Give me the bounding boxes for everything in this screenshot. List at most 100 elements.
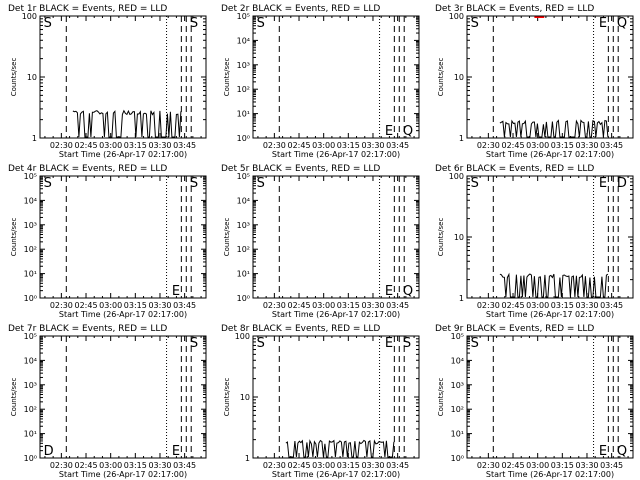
y-tick-label: 10⁴: [24, 196, 37, 205]
y-tick-label: 10⁰: [451, 454, 464, 463]
x-tick-label: 03:45: [386, 141, 409, 150]
y-tick-label: 10²: [237, 245, 250, 254]
plot-frame: [39, 15, 207, 139]
y-tick-label: 10⁵: [24, 332, 37, 341]
chart-panel: Det 3r BLACK = Events, RED = LLD Counts/s…: [435, 4, 634, 159]
plot-frame: [466, 15, 634, 139]
x-tick-label: 03:15: [124, 141, 147, 150]
x-tick-label: 03:00: [99, 301, 122, 310]
segment-marker: Q: [617, 16, 627, 31]
x-tick-label: 03:00: [99, 141, 122, 150]
x-axis-label: Start Time (26-Apr-17 02:17:00): [272, 150, 400, 159]
plot-frame: [466, 175, 634, 299]
segment-marker: Q: [403, 284, 413, 299]
segment-marker: S: [44, 16, 52, 31]
y-tick-label: 10³: [237, 221, 250, 230]
segment-marker: S: [190, 16, 198, 31]
x-tick-label: 03:00: [312, 461, 335, 470]
x-tick-label: 02:30: [263, 301, 286, 310]
x-tick-label: 03:00: [99, 461, 122, 470]
x-axis-label: Start Time (26-Apr-17 02:17:00): [59, 470, 187, 479]
y-axis-label: Counts/sec: [437, 58, 445, 97]
x-tick-label: 02:30: [477, 301, 500, 310]
x-tick-label: 02:45: [501, 301, 524, 310]
x-tick-label: 03:15: [337, 301, 360, 310]
y-tick-label: 10⁵: [24, 172, 37, 181]
x-tick-label: 03:00: [312, 141, 335, 150]
segment-marker: S: [190, 176, 198, 191]
x-tick-label: 03:15: [124, 301, 147, 310]
chart-panel: Det 8r BLACK = Events, RED = LLD Counts/s…: [221, 324, 420, 479]
y-tick-label: 10: [27, 73, 37, 82]
x-axis-label: Start Time (26-Apr-17 02:17:00): [272, 470, 400, 479]
x-tick-label: 03:45: [600, 141, 623, 150]
x-tick-label: 03:00: [312, 301, 335, 310]
segment-marker: S: [471, 16, 479, 31]
x-tick-label: 03:15: [551, 301, 574, 310]
x-axis-label: Start Time (26-Apr-17 02:17:00): [486, 150, 614, 159]
segment-marker: S: [403, 336, 411, 351]
plot-frame: [466, 335, 634, 459]
x-tick-label: 02:45: [74, 461, 97, 470]
segment-marker: S: [257, 176, 265, 191]
x-tick-label: 02:30: [263, 461, 286, 470]
x-tick-label: 03:45: [600, 461, 623, 470]
segment-marker: E: [599, 176, 607, 191]
x-axis-label: Start Time (26-Apr-17 02:17:00): [272, 310, 400, 319]
chart-panel: Det 4r BLACK = Events, RED = LLD Counts/s…: [8, 164, 207, 319]
chart-title: Det 7r BLACK = Events, RED = LLD: [8, 324, 167, 334]
y-tick-label: 10¹: [237, 110, 250, 119]
segment-marker: S: [471, 176, 479, 191]
plot-frame: [39, 335, 207, 459]
x-tick-label: 03:30: [361, 301, 384, 310]
x-tick-label: 03:15: [337, 141, 360, 150]
x-tick-label: 02:45: [287, 301, 310, 310]
x-tick-label: 02:45: [501, 461, 524, 470]
y-tick-label: 10²: [237, 85, 250, 94]
y-tick-label: 10: [240, 393, 250, 402]
x-tick-label: 03:15: [124, 461, 147, 470]
events-trace: [285, 439, 395, 458]
x-tick-label: 03:30: [575, 141, 598, 150]
segment-marker: E: [385, 284, 393, 299]
segment-marker: E: [599, 444, 607, 459]
x-tick-label: 03:30: [361, 141, 384, 150]
x-axis-label: Start Time (26-Apr-17 02:17:00): [486, 470, 614, 479]
events-trace: [499, 272, 609, 298]
y-tick-label: 100: [235, 332, 250, 341]
plot-frame: [39, 175, 207, 299]
y-axis-label: Counts/sec: [437, 218, 445, 257]
y-tick-label: 1: [459, 134, 464, 143]
chart-title: Det 5r BLACK = Events, RED = LLD: [221, 164, 380, 174]
x-tick-label: 03:45: [386, 461, 409, 470]
y-tick-label: 10⁴: [24, 356, 37, 365]
chart-panel: Det 1r BLACK = Events, RED = LLD Counts/s…: [8, 4, 207, 159]
x-tick-label: 02:30: [263, 141, 286, 150]
segment-marker: S: [257, 336, 265, 351]
y-axis-label: Counts/sec: [10, 58, 18, 97]
segment-marker: E: [599, 16, 607, 31]
y-tick-label: 10⁰: [24, 294, 37, 303]
x-tick-label: 02:45: [287, 461, 310, 470]
segment-marker: Q: [403, 124, 413, 139]
y-tick-label: 1: [245, 454, 250, 463]
segment-marker: D: [44, 444, 54, 459]
y-tick-label: 10¹: [24, 270, 37, 279]
y-axis-label: Counts/sec: [223, 378, 231, 417]
y-tick-label: 10²: [24, 245, 37, 254]
y-tick-label: 10⁵: [451, 332, 464, 341]
segment-marker: E: [172, 284, 180, 299]
x-tick-label: 03:30: [575, 301, 598, 310]
x-tick-label: 03:30: [148, 301, 171, 310]
y-axis-label: Counts/sec: [223, 58, 231, 97]
x-tick-label: 02:30: [50, 301, 73, 310]
y-tick-label: 10¹: [451, 430, 464, 439]
y-tick-label: 1: [32, 134, 37, 143]
y-tick-label: 1: [459, 294, 464, 303]
x-tick-label: 03:00: [526, 141, 549, 150]
x-tick-label: 02:45: [74, 141, 97, 150]
y-tick-label: 10³: [451, 381, 464, 390]
y-tick-label: 100: [449, 172, 464, 181]
x-tick-label: 03:15: [551, 461, 574, 470]
